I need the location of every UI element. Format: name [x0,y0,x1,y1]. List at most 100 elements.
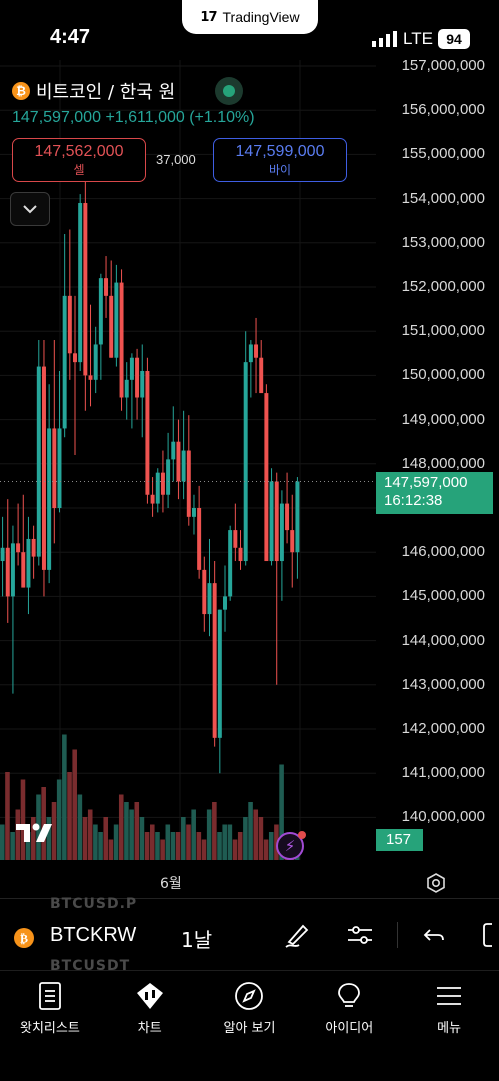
sell-button[interactable]: 147,562,000 셀 [12,138,146,182]
volume-bar [212,802,217,860]
candle-body [166,459,171,495]
volume-bar [0,824,5,860]
candle-body [248,344,253,363]
candle-body [274,481,279,562]
nav-watchlist[interactable]: 왓치리스트 [0,971,100,1081]
volume-bar [124,802,129,860]
symbol-selector[interactable]: BTCKRW [50,924,137,946]
bitcoin-icon: ₿ [14,928,34,948]
chart-settings-icon[interactable] [425,872,447,894]
candle-body [0,547,5,562]
nav-label: 왓치리스트 [19,1021,80,1036]
candle-body [5,547,10,597]
volume-bar [165,824,171,860]
volume-bar [258,817,264,860]
volume-bar [129,809,134,860]
candle-body [212,583,217,738]
candle-body [150,494,155,504]
draw-pen-icon[interactable] [283,920,313,950]
tradingview-name: TradingView [222,9,300,25]
volume-bar [232,839,238,860]
candle-body [57,428,62,508]
candle-body [171,441,176,460]
volume-bar [98,832,103,860]
candle-body [160,472,165,495]
volume-bar [150,824,155,860]
volume-bar [62,734,67,860]
spread-value: 37,000 [156,152,196,167]
volume-bar [51,802,57,860]
candle-body [290,530,295,553]
volume-bar [170,832,176,860]
volume-bar [248,802,253,860]
price-axis-label: 155,000,000 [401,145,485,163]
buy-label: 바이 [268,162,292,177]
candle-body [73,353,77,363]
candle-body [259,357,264,394]
nav-chart[interactable]: 차트 [100,971,200,1081]
volume-bar [10,832,15,860]
flash-icon[interactable]: ⚡ [276,831,306,860]
buy-price: 147,599,000 [235,142,325,160]
volume-bar [103,817,109,860]
volume-bar [279,764,284,860]
sell-price: 147,562,000 [34,142,124,160]
candle-body [109,295,114,358]
volume-bar [217,832,222,860]
indicators-sliders-icon[interactable] [345,920,375,950]
nav-menu[interactable]: 메뉴 [399,971,499,1081]
interval-selector[interactable]: 1날 [181,928,213,952]
price-axis-label: 149,000,000 [401,410,485,428]
candle-body [129,357,134,380]
volume-bar [237,832,243,860]
candle-body [135,357,140,398]
buy-button[interactable]: 147,599,000 바이 [213,138,347,182]
candle-body [31,538,36,557]
current-price-tag: 147,597,000 16:12:38 [376,472,493,514]
nav-ideas[interactable]: 아이디어 [299,971,399,1081]
volume-bar [93,824,98,860]
symbol-header[interactable]: ₿ 비트코인 / 한국 원 [12,78,175,104]
candle-body [254,344,259,358]
candle-body [140,370,145,398]
volume-bar [118,794,124,860]
svg-text:₿: ₿ [20,932,28,946]
nav-explore[interactable]: 알아 보기 [200,971,300,1081]
symbol-suggestion: BTCUSD.P [50,896,138,912]
volume-bar [46,817,52,860]
price-axis-label: 157,000,000 [401,57,485,74]
candle-body [36,366,41,557]
status-time: 4:47 [50,26,91,48]
bottom-navigation: 왓치리스트 차트 알아 보기 아이디어 메뉴 [0,970,499,1081]
candle-body [243,362,248,562]
candle-body [88,375,93,380]
price-axis-label: 153,000,000 [401,233,485,251]
candle-body [104,278,109,296]
candle-body [264,393,269,562]
volume-bar [201,839,207,860]
volume-bar [155,832,160,860]
chart-icon [136,983,163,1009]
volume-bar [222,824,227,860]
volume-bar [5,772,10,860]
volume-bar [160,839,165,860]
volume-bar [191,809,196,860]
collapse-legend-button[interactable] [10,192,50,226]
fullscreen-icon[interactable] [480,920,499,950]
candle-body [21,552,26,588]
candle-body [52,428,57,508]
price-change: +1,611,000 (+1.10%) [105,109,255,126]
volume-bar [134,802,140,860]
candle-body [223,596,227,610]
volume-bar [108,839,114,860]
price-axis-label: 143,000,000 [401,675,485,693]
undo-icon[interactable] [422,920,448,950]
candle-body [207,583,212,615]
bar-countdown: 16:12:38 [384,492,443,509]
candle-body [217,609,222,738]
market-status-icon[interactable] [215,77,243,105]
price-axis-label: 145,000,000 [401,587,485,605]
candle-body [41,366,46,570]
price-axis-label: 151,000,000 [401,322,485,340]
candle-body [295,481,300,553]
